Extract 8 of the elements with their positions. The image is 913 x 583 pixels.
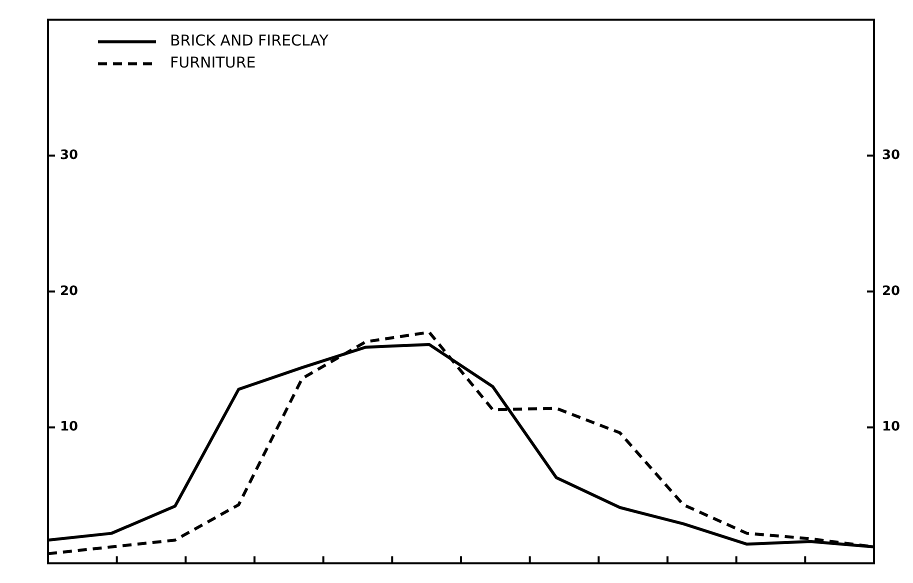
y-tick-label: 30 xyxy=(60,148,78,164)
y2-tick-label: 20 xyxy=(882,284,900,299)
y2-tick-label: 10 xyxy=(882,420,900,435)
y2-tick-label: 30 xyxy=(882,148,900,164)
legend-label: BRICK AND FIRECLAY xyxy=(170,32,330,50)
legend-label: FURNITURE xyxy=(170,54,256,72)
y-tick-label: 10 xyxy=(60,420,78,435)
y-tick-label: 20 xyxy=(60,284,78,299)
